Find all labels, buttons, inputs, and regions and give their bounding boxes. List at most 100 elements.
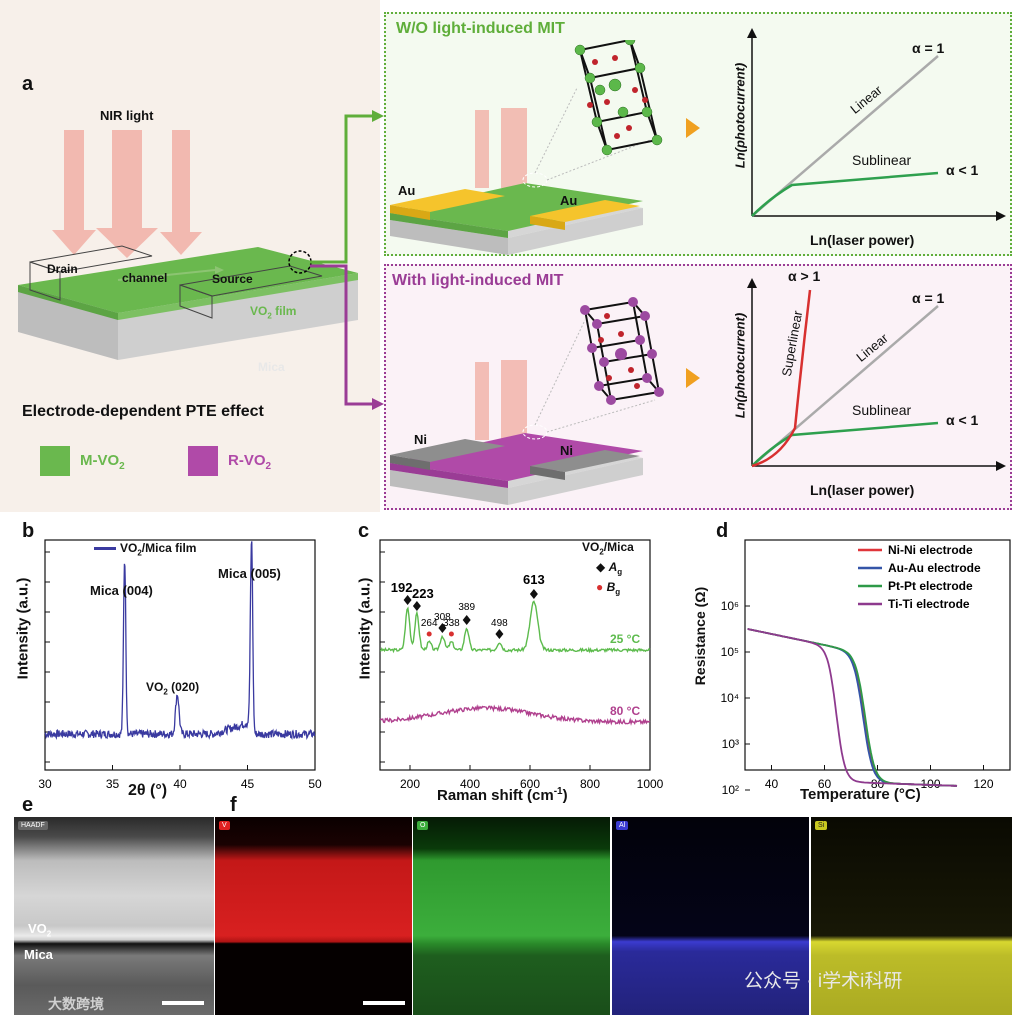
eds-tag-al: Al: [616, 821, 629, 830]
raman-peak-label: 389: [458, 602, 475, 613]
bottom-sublinear-label: Sublinear: [852, 402, 912, 418]
raman-ylabel: Intensity (a.u.): [356, 577, 374, 680]
raman-temp-25: 25 °C: [610, 632, 641, 646]
raman-frame: [379, 539, 651, 771]
resistance-x-tick-label: 120: [973, 777, 993, 791]
bottom-plot-xlabel: Ln(laser power): [810, 482, 915, 498]
nir-light-beams: [52, 130, 202, 258]
xrd-x-tick-label: 45: [241, 777, 255, 791]
top-sublinear-label: Sublinear: [852, 152, 912, 168]
xrd-xlabel: 2θ (°): [128, 782, 168, 799]
xrd-x-tick-label: 30: [38, 777, 52, 791]
resistance-legend-label: Ti-Ti electrode: [888, 597, 970, 611]
xrd-peak-mica004: Mica (004): [90, 583, 153, 598]
vo2-film-label: VO2 film: [250, 304, 297, 321]
resistance-y-tick-label: 10³: [722, 737, 739, 751]
haadf-vo2-label: VO2: [28, 921, 52, 939]
raman-legend-ag: ◆ Ag: [596, 560, 623, 577]
eds-map-si: Si: [811, 817, 1012, 1015]
resistance-legend-label: Au-Au electrode: [888, 561, 981, 575]
raman-x-tick-label: 1000: [637, 777, 664, 791]
eds-tag-si: Si: [815, 821, 828, 830]
xrd-peak-vo2: VO2 (020): [146, 680, 200, 697]
raman-peak-label: 223: [412, 586, 434, 601]
raman-legend-bg: ● Bg: [596, 580, 621, 597]
raman-bg-marker: [448, 631, 454, 637]
raman-peak-label: 308: [434, 612, 451, 623]
resistance-ylabel: Resistance (Ω): [692, 586, 708, 686]
resistance-series-line: [747, 628, 958, 787]
raman-temp-80: 80 °C: [610, 704, 641, 718]
bottom-ni-left-label: Ni: [414, 432, 427, 447]
watermark-left: 大数跨境: [48, 996, 104, 1012]
resistance-series-line: [747, 628, 958, 787]
top-plot-xlabel: Ln(laser power): [810, 232, 915, 248]
panel-c-label: c: [358, 520, 370, 542]
resistance-x-tick-label: 60: [818, 777, 832, 791]
bottom-box-title: With light-induced MIT: [392, 272, 564, 289]
watermark-right: 公众号 · i学术i科研: [744, 971, 903, 992]
panel-a-label: a: [22, 73, 34, 95]
eds-tag-o: O: [417, 821, 429, 830]
eds-scale-bar: [363, 1001, 405, 1005]
top-device: [390, 40, 663, 255]
resistance-legend-label: Ni-Ni electrode: [888, 543, 973, 557]
mica-substrate-side: [118, 278, 358, 360]
bottom-yellow-arrow: [686, 368, 700, 388]
device-schematic: [18, 130, 358, 360]
haadf-image: HAADF VO2 Mica: [14, 817, 214, 1015]
legend-m-vo2-label: M-VO2: [80, 452, 125, 472]
panel-d-label: d: [716, 520, 729, 542]
bottom-alpha-gt: α > 1: [788, 268, 821, 284]
au-left-electrode: [390, 189, 505, 212]
xrd-x-tick-label: 35: [106, 777, 120, 791]
ni-left-electrode: [390, 439, 505, 462]
top-au-left-label: Au: [398, 183, 416, 198]
xrd-ylabel: Intensity (a.u.): [14, 577, 32, 680]
nir-light-label: NIR light: [100, 108, 154, 123]
xrd-peak-mica005: Mica (005): [218, 566, 281, 581]
xrd-chart: 30 35 40 45 50: [38, 539, 322, 791]
resistance-y-tick-label: 10⁵: [721, 645, 739, 659]
resistance-series-line: [747, 628, 958, 787]
panel-b-label: b: [22, 520, 35, 542]
branch-arrows: [310, 110, 384, 410]
bottom-alpha-eq: α = 1: [912, 290, 945, 306]
channel-label: channel: [122, 271, 168, 285]
panel-f-label: f: [230, 794, 237, 816]
top-plot-ylabel: Ln(photocurrent): [732, 62, 748, 169]
resistance-legend-label: Pt-Pt electrode: [888, 579, 973, 593]
raman-x-tick-label: 800: [580, 777, 600, 791]
mica-substrate-front: [18, 290, 118, 360]
mica-label: Mica: [258, 360, 285, 374]
resistance-x-tick-label: 100: [920, 777, 940, 791]
top-alpha-eq: α = 1: [912, 40, 945, 56]
raman-peak-label: 613: [523, 572, 545, 587]
raman-ag-marker: [495, 629, 504, 639]
raman-x-tick-label: 400: [460, 777, 480, 791]
drain-label: Drain: [47, 262, 78, 276]
raman-legend-title: VO2/Mica: [582, 540, 634, 557]
eds-tag-v: V: [219, 821, 230, 830]
raman-peak-label: 192: [391, 580, 413, 595]
top-alpha-lt: α < 1: [946, 162, 979, 178]
resistance-y-tick-label: 10²: [722, 783, 739, 797]
pte-title: Electrode-dependent PTE effect: [22, 403, 264, 420]
raman-series-80c: [379, 704, 651, 726]
xrd-series-line: [44, 541, 316, 741]
top-box-title: W/O light-induced MIT: [396, 20, 565, 37]
raman-peak-label: 338: [443, 618, 460, 629]
source-label: Source: [212, 272, 253, 286]
top-au-right-label: Au: [560, 193, 578, 208]
resistance-y-tick-label: 10⁶: [721, 599, 739, 613]
au-right-electrode: [530, 200, 640, 222]
raman-x-tick-label: 200: [400, 777, 420, 791]
top-schematic-plot: [747, 28, 1006, 221]
legend-m-vo2-swatch: [40, 446, 70, 476]
raman-ag-marker: [529, 589, 538, 599]
bottom-plot-ylabel: Ln(photocurrent): [732, 312, 748, 419]
ni-right-electrode: [530, 450, 640, 472]
xrd-x-tick-label: 50: [308, 777, 322, 791]
